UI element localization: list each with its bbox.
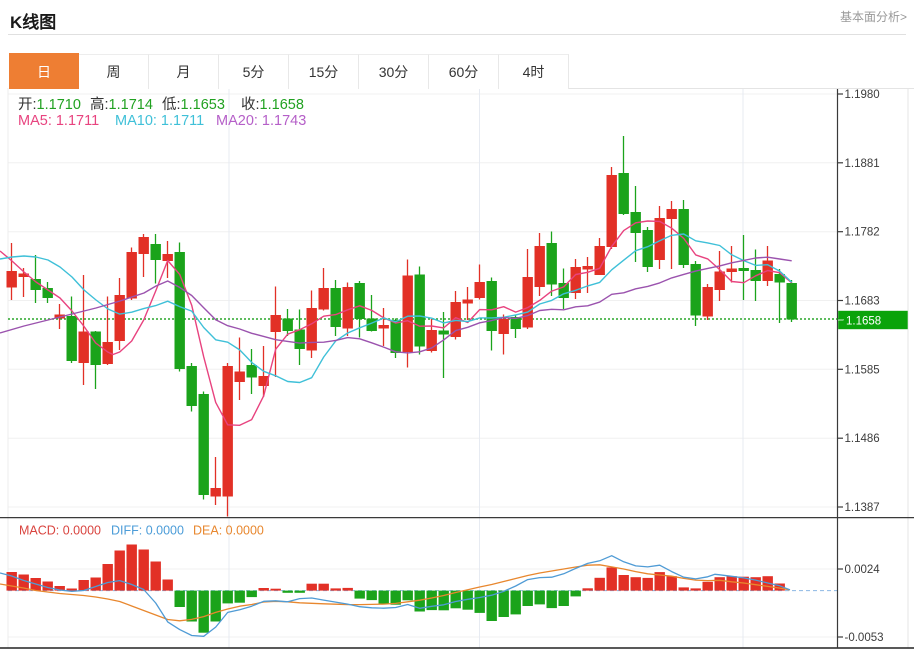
svg-text:1.1486: 1.1486 bbox=[845, 433, 880, 445]
svg-text:1.1585: 1.1585 bbox=[845, 364, 880, 376]
svg-text:-0.0053: -0.0053 bbox=[845, 632, 884, 644]
svg-text:1.1881: 1.1881 bbox=[845, 158, 880, 170]
svg-text:1.1658: 1.1658 bbox=[846, 316, 881, 328]
svg-text:1.1387: 1.1387 bbox=[845, 502, 880, 514]
svg-text:1.1782: 1.1782 bbox=[845, 227, 880, 239]
svg-text:1.1683: 1.1683 bbox=[845, 296, 880, 308]
svg-text:1.1980: 1.1980 bbox=[845, 89, 880, 101]
svg-text:0.0024: 0.0024 bbox=[845, 564, 881, 576]
